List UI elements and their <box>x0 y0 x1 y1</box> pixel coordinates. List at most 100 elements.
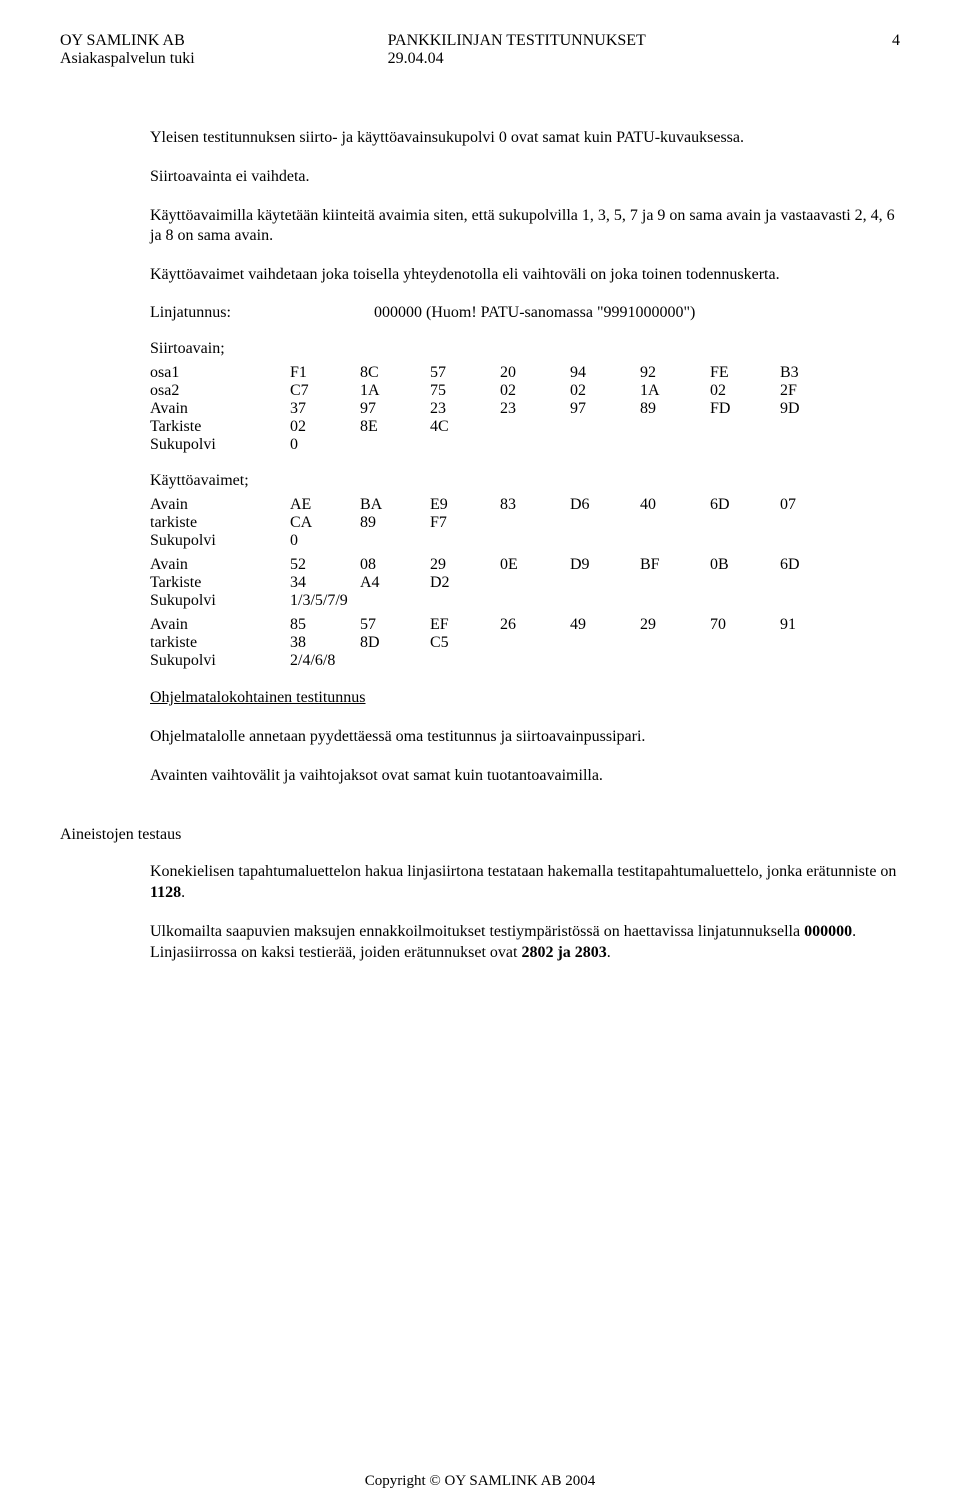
table-row: Sukupolvi1/3/5/7/9 <box>150 592 850 610</box>
row-label: tarkiste <box>150 634 290 652</box>
table-row: Tarkiste028E4C <box>150 418 850 436</box>
row-cell: 85 <box>290 616 360 634</box>
row-label: Avain <box>150 616 290 634</box>
row-cell: 02 <box>710 382 780 400</box>
row-cell: 40 <box>640 496 710 514</box>
content: Yleisen testitunnuksen siirto- ja käyttö… <box>150 128 900 786</box>
row-label: Tarkiste <box>150 574 290 592</box>
row-label: Sukupolvi <box>150 592 290 610</box>
row-cell: 23 <box>430 400 500 418</box>
row-cell <box>710 514 780 532</box>
row-cell: C7 <box>290 382 360 400</box>
row-cell <box>500 514 570 532</box>
row-cell: 6D <box>780 556 850 574</box>
row-cell <box>710 652 780 670</box>
paragraph-2: Siirtoavainta ei vaihdeta. <box>150 167 900 188</box>
header-company: OY SAMLINK AB <box>60 32 337 50</box>
header-subline: Asiakaspalvelun tuki <box>60 50 337 68</box>
row-cell <box>500 634 570 652</box>
row-cell <box>570 652 640 670</box>
row-cell: 0 <box>290 436 360 454</box>
row-cell: 97 <box>570 400 640 418</box>
row-cell: BF <box>640 556 710 574</box>
header-row-1: OY SAMLINK AB PANKKILINJAN TESTITUNNUKSE… <box>60 32 900 50</box>
row-cell: 2F <box>780 382 850 400</box>
row-cell: 4C <box>430 418 500 436</box>
row-cell: BA <box>360 496 430 514</box>
row-cell <box>640 514 710 532</box>
row-cell <box>360 652 430 670</box>
row-cell: 92 <box>640 364 710 382</box>
paragraph-5: Ohjelmatalolle annetaan pyydettäessä oma… <box>150 727 900 748</box>
row-cell: 07 <box>780 496 850 514</box>
row-cell: 02 <box>570 382 640 400</box>
row-cell <box>780 634 850 652</box>
header-title: PANKKILINJAN TESTITUNNUKSET <box>388 32 766 50</box>
header-empty <box>816 50 900 68</box>
row-cell <box>780 436 850 454</box>
row-cell <box>360 532 430 550</box>
table-row: osa1F18C57209492FEB3 <box>150 364 850 382</box>
row-cell <box>500 574 570 592</box>
row-cell: 37 <box>290 400 360 418</box>
row-cell: 02 <box>500 382 570 400</box>
row-cell: F1 <box>290 364 360 382</box>
row-cell: 89 <box>360 514 430 532</box>
row-cell <box>780 652 850 670</box>
row-cell: 0B <box>710 556 780 574</box>
row-label: osa2 <box>150 382 290 400</box>
row-label: Sukupolvi <box>150 652 290 670</box>
row-cell: 29 <box>430 556 500 574</box>
row-cell <box>710 574 780 592</box>
row-label: osa1 <box>150 364 290 382</box>
row-cell <box>710 634 780 652</box>
row-cell: 8D <box>360 634 430 652</box>
row-cell <box>500 436 570 454</box>
p7-bold: 1128 <box>150 884 181 901</box>
row-cell: EF <box>430 616 500 634</box>
row-cell: 49 <box>570 616 640 634</box>
row-cell: F7 <box>430 514 500 532</box>
row-cell: D2 <box>430 574 500 592</box>
row-cell <box>570 574 640 592</box>
row-cell: 38 <box>290 634 360 652</box>
row-cell: AE <box>290 496 360 514</box>
table-row: Avain8557EF2649297091 <box>150 616 850 634</box>
table-row: Sukupolvi2/4/6/8 <box>150 652 850 670</box>
kayttoavaimet-table-1: AvainAEBAE983D6406D07tarkisteCA89F7Sukup… <box>150 496 850 550</box>
row-label: Avain <box>150 496 290 514</box>
row-label: tarkiste <box>150 514 290 532</box>
paragraph-7: Konekielisen tapahtumaluettelon hakua li… <box>150 862 900 904</box>
table-row: osa2C71A7502021A022F <box>150 382 850 400</box>
row-cell <box>570 634 640 652</box>
row-cell: 89 <box>640 400 710 418</box>
row-cell: 8E <box>360 418 430 436</box>
p8-text-e: . <box>607 944 611 961</box>
row-cell: D9 <box>570 556 640 574</box>
row-cell <box>430 652 500 670</box>
row-cell: 1/3/5/7/9 <box>290 592 360 610</box>
content-2: Konekielisen tapahtumaluettelon hakua li… <box>150 862 900 963</box>
kayttoavaimet-table-3: Avain8557EF2649297091tarkiste388DC5Sukup… <box>150 616 850 670</box>
row-cell: 2/4/6/8 <box>290 652 360 670</box>
paragraph-6: Avainten vaihtovälit ja vaihtojaksot ova… <box>150 766 900 787</box>
row-cell <box>780 574 850 592</box>
table-row: Sukupolvi0 <box>150 532 850 550</box>
kayttoavaimet-header: Käyttöavaimet; <box>150 472 900 490</box>
linjatunnus-row: Linjatunnus: 000000 (Huom! PATU-sanomass… <box>150 304 900 322</box>
row-cell: CA <box>290 514 360 532</box>
row-cell <box>570 418 640 436</box>
row-label: Avain <box>150 556 290 574</box>
row-cell <box>640 652 710 670</box>
row-cell: A4 <box>360 574 430 592</box>
table-row: Avain5208290ED9BF0B6D <box>150 556 850 574</box>
paragraph-3: Käyttöavaimilla käytetään kiinteitä avai… <box>150 206 900 248</box>
row-cell: 02 <box>290 418 360 436</box>
table-row: Avain379723239789FD9D <box>150 400 850 418</box>
row-cell: E9 <box>430 496 500 514</box>
row-cell <box>500 652 570 670</box>
p7-text-a: Konekielisen tapahtumaluettelon hakua li… <box>150 863 896 880</box>
paragraph-1: Yleisen testitunnuksen siirto- ja käyttö… <box>150 128 900 149</box>
header-page-number: 4 <box>816 32 900 50</box>
row-cell: 20 <box>500 364 570 382</box>
